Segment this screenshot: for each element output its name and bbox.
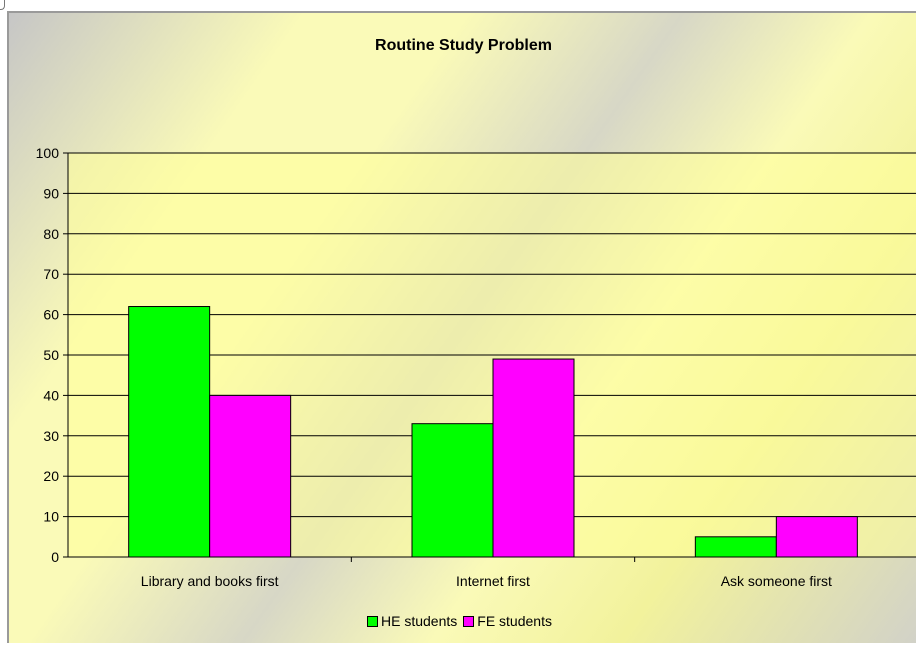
y-tick-label: 90 (43, 185, 59, 201)
bar-he-0 (128, 306, 211, 558)
plot-area: 0 10 20 30 40 50 60 70 80 90 100 Library and books … (36, 145, 916, 589)
x-tick-label: Internet first (456, 573, 530, 589)
legend-swatch-he (367, 615, 378, 627)
y-tick-label: 50 (43, 347, 59, 363)
legend-label-fe: FE students (477, 613, 552, 629)
y-tick-label: 80 (43, 226, 59, 242)
y-tick-label: 100 (36, 145, 60, 161)
legend-item-he: HE students (367, 613, 457, 629)
legend-swatch-fe (463, 615, 475, 627)
x-tick-label: Ask someone first (721, 573, 832, 589)
y-tick-label: 30 (43, 428, 59, 444)
y-tick-label: 0 (51, 549, 59, 565)
y-tick-label: 20 (43, 468, 59, 484)
y-tick-label: 40 (43, 387, 59, 403)
bar-fe-2 (775, 516, 858, 558)
bar-he-2 (694, 536, 777, 558)
edge-mark (0, 0, 5, 10)
legend-label-he: HE students (381, 613, 458, 629)
y-tick-label: 70 (43, 266, 59, 282)
bar-fe-1 (492, 358, 575, 558)
legend-item-fe: FE students (463, 613, 552, 629)
y-tick-label: 60 (43, 307, 59, 323)
y-tick-label: 10 (43, 509, 59, 525)
legend: HE students FE students (367, 613, 558, 629)
bar-fe-0 (209, 394, 292, 558)
bar-he-1 (411, 423, 494, 558)
chart-area: Routine Study Problem 0 10 20 30 40 50 60 70 80 9… (7, 11, 916, 643)
chart-title: Routine Study Problem (375, 37, 552, 54)
x-tick-label: Library and books first (141, 573, 279, 589)
